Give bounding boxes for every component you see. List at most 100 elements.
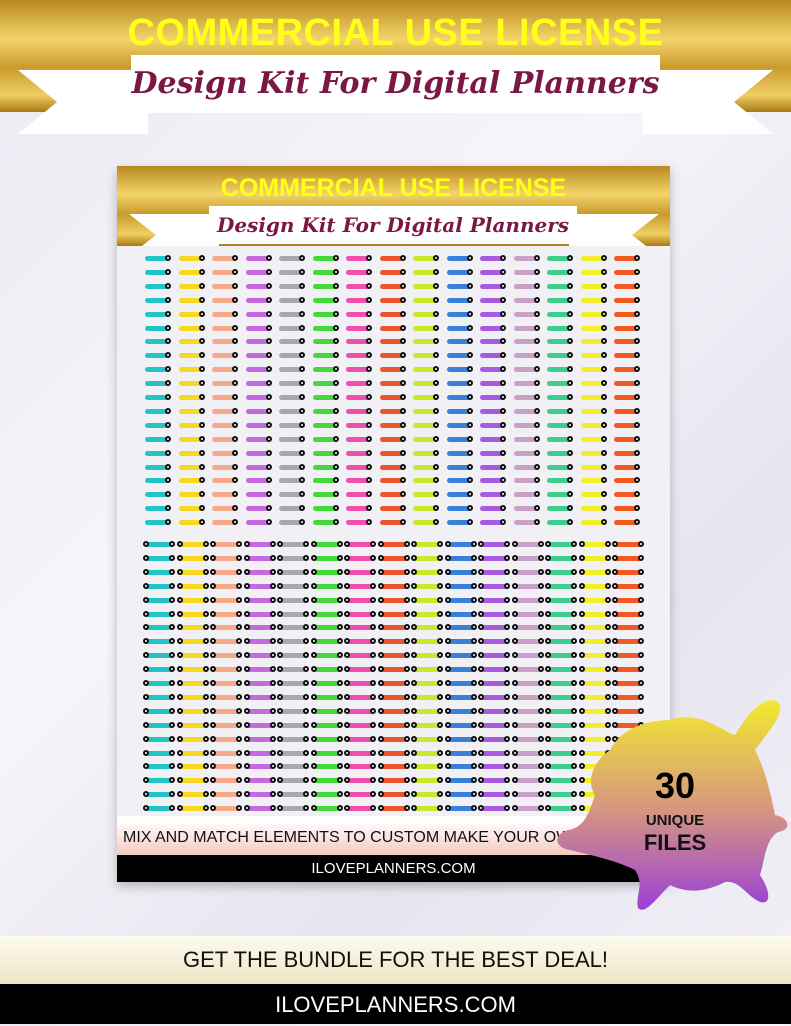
tab-single <box>480 325 504 331</box>
ring-icon <box>604 541 611 547</box>
ring-icon <box>310 638 317 645</box>
ring-icon <box>511 568 518 575</box>
tab-double <box>379 681 408 686</box>
ring-icon <box>265 255 272 261</box>
tab-single <box>279 436 303 442</box>
ring-icon <box>634 421 640 428</box>
ring-icon <box>269 652 276 659</box>
tab-single <box>446 367 471 373</box>
ring-icon <box>176 693 183 700</box>
ring-icon <box>236 735 242 742</box>
tab-single <box>413 450 437 456</box>
ring-icon <box>600 491 607 498</box>
ring-icon <box>504 652 510 659</box>
tab-double <box>346 569 374 575</box>
ring-icon <box>370 554 376 561</box>
tab-single <box>547 408 571 414</box>
promo-bar[interactable]: GET THE BUNDLE FOR THE BEST DEAL! <box>0 936 791 984</box>
ring-icon <box>277 666 283 673</box>
ring-icon <box>236 596 242 603</box>
tab-double <box>480 555 508 561</box>
ring-icon <box>232 352 238 359</box>
ring-icon <box>511 554 518 561</box>
tab-single <box>346 339 370 345</box>
tab-single <box>580 436 605 442</box>
ring-icon <box>310 693 317 700</box>
ring-icon <box>236 554 242 561</box>
tab-single <box>379 506 404 512</box>
ring-icon <box>612 707 618 714</box>
ring-icon <box>571 568 577 575</box>
ring-icon <box>612 624 618 631</box>
tab-single <box>513 520 538 526</box>
ring-icon <box>202 735 209 742</box>
tab-double <box>312 806 341 812</box>
tab-double <box>413 681 441 686</box>
ring-icon <box>433 338 439 345</box>
ring-icon <box>299 282 305 289</box>
ring-icon <box>604 652 611 659</box>
tab-double <box>145 750 173 756</box>
ring-icon <box>500 394 506 400</box>
ring-icon <box>604 707 611 714</box>
ring-icon <box>638 680 644 686</box>
tab-double <box>312 708 341 714</box>
tab-single <box>513 478 538 484</box>
tab-double <box>513 555 542 561</box>
ring-icon <box>344 582 350 589</box>
tab-double <box>513 639 542 645</box>
ring-icon <box>377 624 384 631</box>
ring-icon <box>377 638 384 645</box>
tab-double <box>212 708 240 714</box>
ring-icon <box>578 763 585 770</box>
ring-icon <box>265 394 272 400</box>
ring-icon <box>578 735 585 742</box>
tab-double <box>413 792 441 798</box>
tab-single <box>413 395 437 400</box>
ring-icon <box>567 394 573 400</box>
tab-single <box>346 520 370 526</box>
ring-icon <box>500 519 506 526</box>
badge-line1: UNIQUE <box>645 812 705 829</box>
ring-icon <box>336 652 343 659</box>
tab-single <box>547 395 571 400</box>
ring-icon <box>299 394 305 400</box>
tab-double <box>614 555 642 561</box>
tab-single <box>480 478 504 484</box>
ring-icon <box>332 380 339 387</box>
footer-site[interactable]: ILOVEPLANNERS.COM <box>0 984 791 1024</box>
ring-icon <box>377 568 384 575</box>
ring-icon <box>176 624 183 631</box>
tab-double <box>446 764 475 770</box>
ring-icon <box>567 407 573 414</box>
tab-single <box>580 492 605 498</box>
ring-icon <box>169 610 175 617</box>
tab-single <box>614 269 638 275</box>
tab-double <box>446 667 475 673</box>
tab-single <box>145 325 169 331</box>
tab-single <box>480 367 504 373</box>
tab-double <box>279 806 307 812</box>
tab-single <box>279 297 303 303</box>
ring-icon <box>571 582 577 589</box>
ring-icon <box>511 749 518 756</box>
tab-double <box>446 736 475 742</box>
ring-icon <box>638 638 644 645</box>
ring-icon <box>437 554 443 561</box>
tab-double <box>178 653 207 659</box>
tab-single <box>245 464 270 470</box>
ring-icon <box>571 707 577 714</box>
ring-icon <box>403 624 410 631</box>
tab-double <box>446 583 475 589</box>
ring-icon <box>403 666 410 673</box>
ring-icon <box>578 791 585 798</box>
tab-single <box>312 492 337 498</box>
tab-double <box>547 778 575 784</box>
ring-icon <box>437 610 443 617</box>
ring-icon <box>176 721 183 728</box>
ring-icon <box>578 582 585 589</box>
tab-double <box>145 708 173 714</box>
tab-single <box>614 408 638 414</box>
tab-single <box>513 325 538 331</box>
ring-icon <box>511 541 518 547</box>
